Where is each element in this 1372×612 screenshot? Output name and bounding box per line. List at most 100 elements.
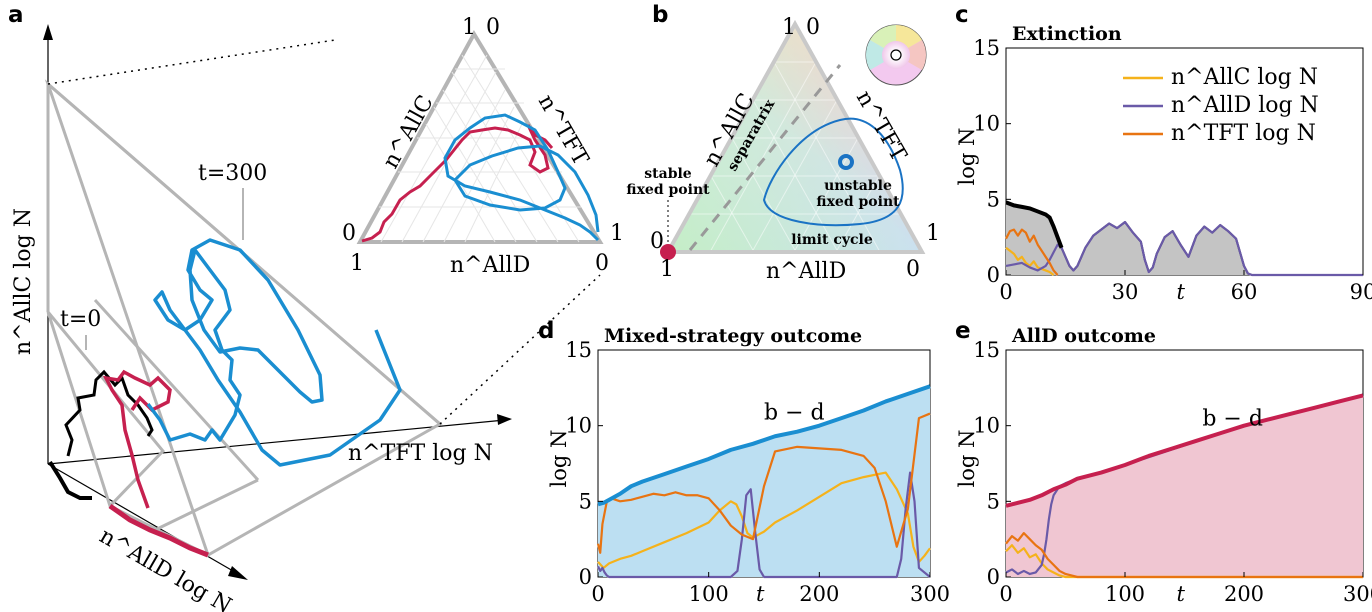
limit-cycle-curve — [762, 117, 904, 227]
simplex-mid-1 — [93, 298, 260, 482]
y-axis-label: log N — [955, 430, 979, 488]
chart-title: Mixed-strategy outcome — [604, 325, 862, 347]
x-tick-label: 90 — [1350, 280, 1372, 304]
x-tick-label: 0 — [999, 582, 1012, 606]
series-d-ntftlogn — [596, 412, 931, 554]
y-tick-label: 15 — [565, 338, 592, 362]
x-axis-label: t — [1177, 582, 1186, 606]
y-tick-label: 15 — [973, 36, 1000, 60]
area-total-c — [1006, 202, 1363, 275]
inset-trajectory-blue — [443, 113, 600, 242]
series-d-total — [597, 384, 931, 507]
y-tick-label: 0 — [987, 263, 1000, 287]
y-axis-label: log N — [547, 430, 571, 488]
inset-trajectory-red — [361, 124, 554, 243]
b-axis-alld: n^AllD — [766, 259, 846, 284]
trajectory-red-base — [108, 503, 209, 558]
legend-label: n^TFT log N — [1171, 121, 1316, 146]
chart-title: AllD outcome — [1011, 325, 1156, 347]
b-corner-right-bottom: 0 — [906, 257, 920, 282]
panel-e-label: e — [955, 318, 971, 344]
x-tick-label: 60 — [1231, 280, 1258, 304]
y-tick-label: 5 — [579, 489, 592, 513]
series-c-ntftlogn — [1005, 228, 1059, 276]
panel-c: c 0 30 60 90 0 5 10 15 t log N Extinction n^AllC lo… — [955, 2, 1372, 304]
panel-a-label: a — [8, 2, 24, 28]
panel-d: d 0 100 200 300 0 5 10 15 t log N Mixed-strategy o… — [538, 318, 950, 606]
y-tick-label: 10 — [565, 414, 592, 438]
chart-title: Extinction — [1012, 23, 1122, 45]
y-tick-label: 0 — [987, 565, 1000, 589]
annotation-b-d: b − d — [764, 401, 825, 426]
limit-cycle-label: limit cycle — [791, 232, 873, 248]
unstable-fixed-point — [838, 154, 854, 170]
series-d-nalldlogn — [597, 471, 931, 579]
inset-axis-alld: n^AllD — [450, 253, 530, 278]
x-tick-label: 30 — [1112, 280, 1139, 304]
x-tick-label: 200 — [1224, 582, 1264, 606]
simplex-b-border — [664, 19, 926, 254]
b-corner-right-top: 1 — [926, 221, 940, 246]
y-tick-label: 15 — [973, 338, 1000, 362]
inset-corner-top-left: 1 — [462, 15, 476, 40]
inset-corner-left-top: 0 — [342, 221, 356, 246]
trajectory-blue — [146, 238, 402, 467]
y-tick-label: 5 — [987, 489, 1000, 513]
trajectory-red — [102, 369, 172, 509]
axis-tft-line — [47, 419, 506, 465]
panel-a-inset: 1 0 0 1 1 0 n^AllC n^TFT n^AllD — [342, 15, 624, 278]
legend-label: n^AllC log N — [1171, 65, 1318, 90]
inset-corner-right-top: 1 — [610, 221, 624, 246]
series-e-total — [1005, 393, 1364, 508]
unstable-label-2: fixed point — [816, 194, 900, 210]
stable-label-2: fixed point — [626, 182, 710, 198]
axis-tft-label: n^TFT log N — [348, 441, 493, 466]
x-tick-label: 0 — [591, 582, 604, 606]
b-corner-top-left: 1 — [782, 15, 796, 40]
legend-label: n^AllD log N — [1171, 93, 1319, 118]
y-tick-label: 0 — [579, 565, 592, 589]
x-axis-label: t — [756, 582, 765, 606]
inset-grid — [379, 54, 581, 243]
panel-d-label: d — [538, 318, 554, 344]
series-c-nalldlogn — [1005, 220, 1363, 277]
trajectory-black-base — [48, 460, 92, 500]
label-t0: t=0 — [60, 307, 101, 332]
x-axis-label: t — [1177, 280, 1186, 304]
x-tick-label: 200 — [799, 582, 839, 606]
plot-frame-c — [1005, 47, 1364, 276]
y-tick-label: 5 — [987, 187, 1000, 211]
zoom-line-top — [47, 39, 336, 85]
axis-allc-arrow — [43, 24, 53, 40]
b-corner-left-top: 0 — [650, 229, 664, 254]
zoom-line-bottom — [439, 274, 601, 425]
stable-fixed-point — [660, 244, 676, 260]
panel-b-label: b — [652, 2, 668, 28]
inset-corner-right-bottom: 0 — [595, 251, 609, 276]
unstable-label-1: unstable — [824, 178, 892, 194]
separatrix-line — [688, 64, 842, 251]
simplex-mid-2 — [154, 478, 259, 532]
inset-corner-top-right: 0 — [486, 15, 500, 40]
b-corner-left-bottom: 1 — [660, 257, 674, 282]
x-tick-label: 0 — [999, 280, 1012, 304]
axis-tft-arrow — [497, 414, 512, 425]
stable-label-1: stable — [644, 166, 692, 182]
trajectory-black — [64, 369, 154, 457]
y-tick-label: 10 — [973, 414, 1000, 438]
x-tick-label: 300 — [910, 582, 950, 606]
panel-c-label: c — [955, 2, 969, 28]
x-tick-label: 100 — [1105, 582, 1145, 606]
y-axis-label: log N — [955, 128, 979, 186]
color-wheel-seg-2 — [896, 40, 927, 70]
color-wheel-seg-3 — [865, 40, 896, 70]
axis-allc-label: n^AllC log N — [11, 208, 36, 355]
area-total-e — [1006, 395, 1363, 577]
annotation-b-d: b − d — [1202, 407, 1263, 432]
area-total-d — [598, 386, 930, 577]
x-tick-label: 300 — [1343, 582, 1372, 606]
simplex-t0 — [46, 311, 166, 509]
series-c-nallclogn — [1005, 246, 1055, 276]
series-d-nallclogn — [597, 471, 931, 570]
